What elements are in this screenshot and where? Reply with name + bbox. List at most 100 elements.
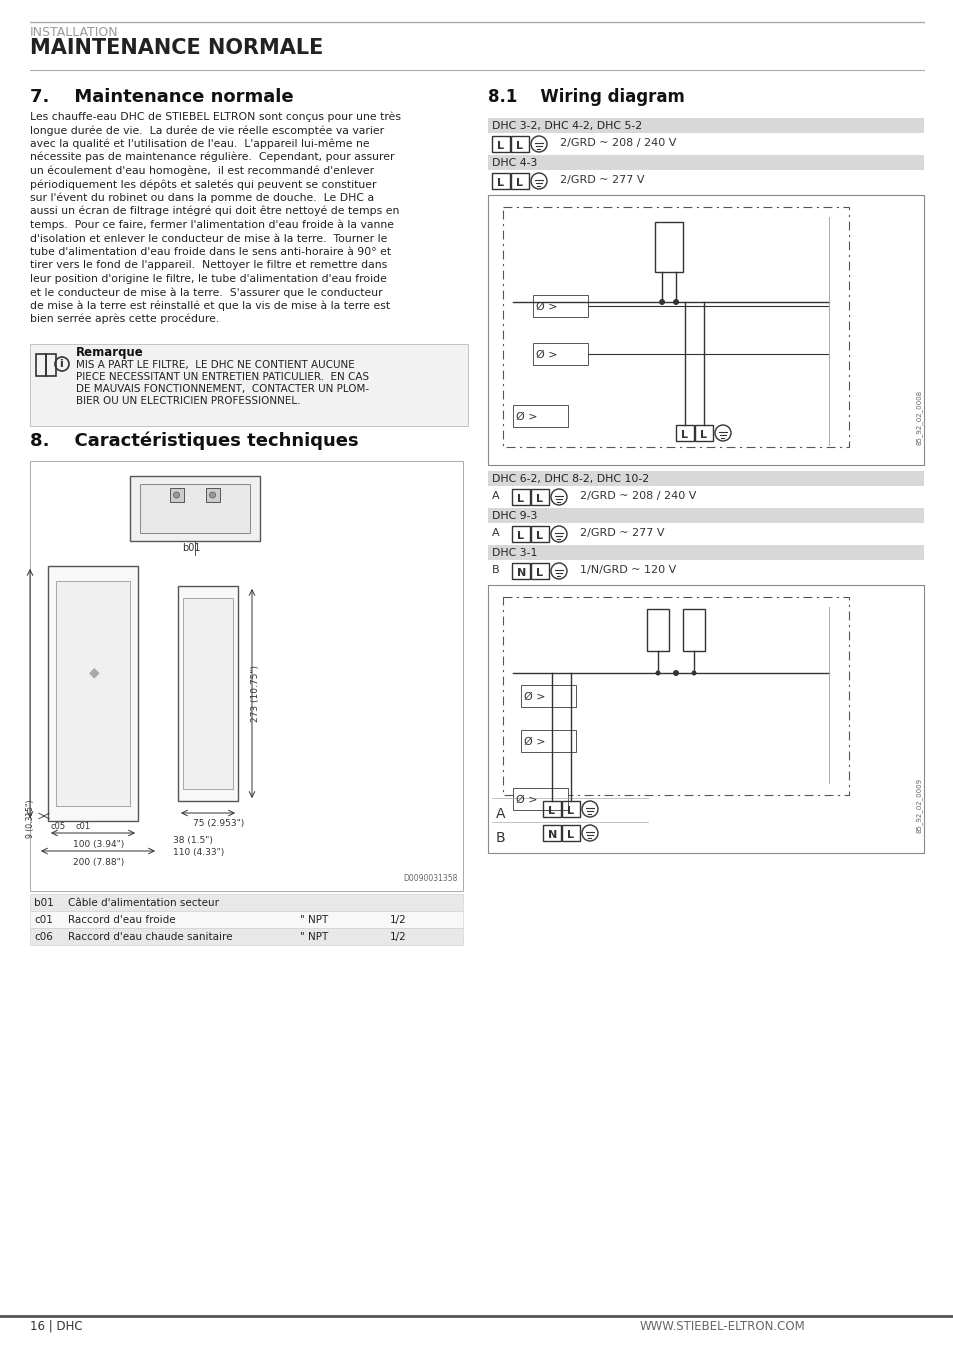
Text: 85_92_02_0008: 85_92_02_0008 bbox=[915, 390, 922, 446]
Text: " NPT: " NPT bbox=[299, 931, 328, 942]
Text: c01: c01 bbox=[76, 822, 91, 832]
Bar bbox=[130, 477, 259, 541]
Text: Câble d'alimentation secteur: Câble d'alimentation secteur bbox=[68, 898, 219, 909]
Bar bbox=[512, 563, 530, 579]
Text: DHC 4-3: DHC 4-3 bbox=[492, 158, 537, 167]
Bar bbox=[492, 173, 510, 189]
Text: 110 (4.33"): 110 (4.33") bbox=[172, 848, 224, 857]
Bar bbox=[56, 580, 130, 806]
Text: 1/2: 1/2 bbox=[390, 931, 406, 942]
Text: MIS A PART LE FILTRE,  LE DHC NE CONTIENT AUCUNE: MIS A PART LE FILTRE, LE DHC NE CONTIENT… bbox=[76, 360, 355, 370]
Bar bbox=[205, 487, 219, 502]
Circle shape bbox=[173, 491, 179, 498]
Bar bbox=[561, 825, 579, 841]
Bar bbox=[30, 894, 462, 911]
Circle shape bbox=[691, 671, 696, 675]
Text: tirer vers le fond de l'appareil.  Nettoyer le filtre et remettre dans: tirer vers le fond de l'appareil. Nettoy… bbox=[30, 261, 387, 270]
Bar bbox=[170, 487, 183, 502]
Text: A: A bbox=[492, 491, 499, 501]
Text: 38 (1.5"): 38 (1.5") bbox=[172, 836, 213, 845]
Text: aussi un écran de filtrage intégré qui doit être nettoyé de temps en: aussi un écran de filtrage intégré qui d… bbox=[30, 207, 399, 216]
Text: L: L bbox=[536, 531, 543, 541]
Text: Ø >: Ø > bbox=[536, 350, 557, 360]
Text: et le conducteur de mise à la terre.  S'assurer que le conducteur: et le conducteur de mise à la terre. S'a… bbox=[30, 288, 382, 297]
Bar bbox=[139, 485, 250, 533]
Text: 2/GRD ~ 208 / 240 V: 2/GRD ~ 208 / 240 V bbox=[579, 491, 696, 501]
Text: 2/GRD ~ 277 V: 2/GRD ~ 277 V bbox=[579, 528, 664, 539]
Bar bbox=[30, 344, 468, 427]
Text: Ø >: Ø > bbox=[536, 302, 557, 312]
Text: L: L bbox=[517, 494, 524, 504]
Text: temps.  Pour ce faire, fermer l'alimentation d'eau froide à la vanne: temps. Pour ce faire, fermer l'alimentat… bbox=[30, 220, 394, 230]
Bar bbox=[48, 566, 138, 821]
Text: L: L bbox=[567, 806, 574, 815]
Text: d'isolation et enlever le conducteur de mise à la terre.  Tourner le: d'isolation et enlever le conducteur de … bbox=[30, 234, 387, 243]
Text: L: L bbox=[497, 178, 504, 188]
Text: L: L bbox=[548, 806, 555, 815]
Text: L: L bbox=[497, 140, 504, 151]
Bar bbox=[646, 609, 668, 651]
Bar bbox=[542, 825, 560, 841]
Text: B: B bbox=[496, 832, 505, 845]
Bar bbox=[492, 136, 510, 153]
Text: DHC 9-3: DHC 9-3 bbox=[492, 512, 537, 521]
Text: PIECE NECESSITANT UN ENTRETIEN PATICULIER.  EN CAS: PIECE NECESSITANT UN ENTRETIEN PATICULIE… bbox=[76, 373, 369, 382]
Bar bbox=[511, 173, 529, 189]
Text: Les chauffe-eau DHC de STIEBEL ELTRON sont conçus pour une très: Les chauffe-eau DHC de STIEBEL ELTRON so… bbox=[30, 112, 400, 122]
Text: ◆: ◆ bbox=[89, 666, 99, 679]
Text: 75 (2.953"): 75 (2.953") bbox=[193, 819, 244, 828]
Text: sur l'évent du robinet ou dans la pomme de douche.  Le DHC a: sur l'évent du robinet ou dans la pomme … bbox=[30, 193, 374, 202]
Text: 85_92_02_0009: 85_92_02_0009 bbox=[915, 778, 922, 833]
Bar bbox=[676, 425, 693, 441]
Bar bbox=[695, 425, 712, 441]
Text: D0090031358: D0090031358 bbox=[403, 873, 457, 883]
Circle shape bbox=[672, 670, 679, 676]
Text: longue durée de vie.  La durée de vie réelle escomptée va varier: longue durée de vie. La durée de vie rée… bbox=[30, 126, 384, 135]
Bar bbox=[30, 911, 462, 927]
Text: BIER OU UN ELECTRICIEN PROFESSIONNEL.: BIER OU UN ELECTRICIEN PROFESSIONNEL. bbox=[76, 396, 300, 406]
Bar bbox=[531, 563, 548, 579]
Text: L: L bbox=[516, 140, 523, 151]
Text: Ø >: Ø > bbox=[516, 795, 537, 805]
Text: c05: c05 bbox=[51, 822, 66, 832]
Text: b01: b01 bbox=[182, 543, 201, 554]
Text: 200 (7.88"): 200 (7.88") bbox=[73, 859, 124, 867]
Bar bbox=[30, 460, 462, 891]
Text: 273 (10.75"): 273 (10.75") bbox=[252, 666, 260, 722]
Text: 360 (14.17"): 360 (14.17") bbox=[0, 666, 3, 722]
Bar bbox=[488, 508, 923, 522]
Text: Raccord d'eau chaude sanitaire: Raccord d'eau chaude sanitaire bbox=[68, 931, 233, 942]
Text: DHC 3-2, DHC 4-2, DHC 5-2: DHC 3-2, DHC 4-2, DHC 5-2 bbox=[492, 122, 641, 131]
Text: un écoulement d'eau homogène,  il est recommandé d'enlever: un écoulement d'eau homogène, il est rec… bbox=[30, 166, 374, 176]
Text: avec la qualité et l'utilisation de l'eau.  L'appareil lui-même ne: avec la qualité et l'utilisation de l'ea… bbox=[30, 139, 369, 148]
Text: Ø >: Ø > bbox=[523, 737, 545, 747]
Bar bbox=[531, 489, 548, 505]
Text: Remarque: Remarque bbox=[76, 346, 144, 359]
Text: bien serrée après cette procédure.: bien serrée après cette procédure. bbox=[30, 315, 219, 324]
Text: 16 | DHC: 16 | DHC bbox=[30, 1320, 83, 1332]
Bar bbox=[488, 117, 923, 134]
Text: A: A bbox=[496, 807, 505, 821]
Text: périodiquement les dépôts et saletés qui peuvent se constituer: périodiquement les dépôts et saletés qui… bbox=[30, 180, 376, 189]
Text: MAINTENANCE NORMALE: MAINTENANCE NORMALE bbox=[30, 38, 323, 58]
Text: DE MAUVAIS FONCTIONNEMENT,  CONTACTER UN PLOM-: DE MAUVAIS FONCTIONNEMENT, CONTACTER UN … bbox=[76, 383, 369, 394]
Text: DHC 3-1: DHC 3-1 bbox=[492, 548, 537, 558]
Text: L: L bbox=[536, 568, 543, 578]
Text: 7.    Maintenance normale: 7. Maintenance normale bbox=[30, 88, 294, 107]
Bar bbox=[511, 136, 529, 153]
Bar bbox=[46, 354, 56, 377]
Text: N: N bbox=[517, 568, 526, 578]
Text: i: i bbox=[59, 359, 63, 369]
Circle shape bbox=[655, 671, 659, 675]
Text: 2/GRD ~ 208 / 240 V: 2/GRD ~ 208 / 240 V bbox=[559, 138, 676, 148]
Bar bbox=[682, 609, 704, 651]
Bar bbox=[488, 585, 923, 853]
Bar bbox=[531, 526, 548, 541]
Text: A: A bbox=[492, 528, 499, 539]
Bar bbox=[183, 598, 233, 788]
Text: L: L bbox=[700, 431, 707, 440]
Text: L: L bbox=[516, 178, 523, 188]
Text: 9 (0.315"): 9 (0.315") bbox=[26, 799, 35, 838]
Text: 1/2: 1/2 bbox=[390, 915, 406, 925]
Bar bbox=[533, 343, 587, 364]
